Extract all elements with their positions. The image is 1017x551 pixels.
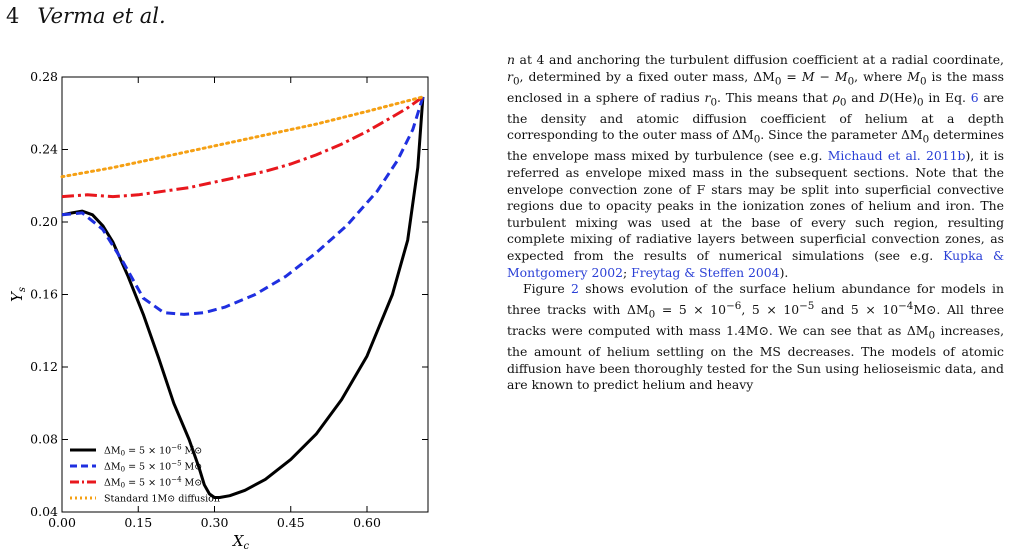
y-axis-label: Ys xyxy=(8,287,28,302)
y-tick-label: 0.16 xyxy=(30,287,58,302)
citation-link-freytag[interactable]: Freytag & Steffen 2004 xyxy=(631,264,780,280)
y-axis-label-sub: s xyxy=(17,287,28,292)
running-header: 4 Verma et al. xyxy=(6,4,166,28)
page-number: 4 xyxy=(6,4,20,28)
y-tick-label: 0.08 xyxy=(30,432,58,447)
series-line-1 xyxy=(61,96,425,499)
citation-link-michaud[interactable]: Michaud et al. 2011b xyxy=(827,148,966,164)
paragraph-2: Figure 2 shows evolution of the surface … xyxy=(507,281,1005,393)
legend-label: ΔM0 = 5 × 10−4 M⊙ xyxy=(104,476,202,490)
series-line-4 xyxy=(60,95,425,179)
x-tick-label: 0.15 xyxy=(124,515,152,530)
x-tick-label: 0.30 xyxy=(201,515,229,530)
series-line-3 xyxy=(61,95,424,199)
citation-link-kupka[interactable]: Kupka & Montgomery 2002 xyxy=(507,247,1005,280)
surface-helium-chart: 0.00 0.15 0.30 0.45 0.60 0.04 0.08 0.12 0.16 0.20… xyxy=(8,69,429,551)
x-axis-label: Xc xyxy=(232,532,250,551)
y-tick-label: 0.20 xyxy=(30,214,58,229)
chart-axes: 0.00 0.15 0.30 0.45 0.60 0.04 0.08 0.12 0.16 0.20… xyxy=(8,69,429,551)
equation-link[interactable]: 6 xyxy=(970,89,979,105)
y-tick-label: 0.04 xyxy=(30,504,58,519)
y-tick-label: 0.28 xyxy=(30,69,58,84)
y-tick-label: 0.12 xyxy=(30,359,58,374)
figure-link[interactable]: 2 xyxy=(571,281,579,297)
x-tick-label: 0.00 xyxy=(48,515,76,530)
legend-label: Standard 1M⊙ diffusion xyxy=(104,494,220,505)
legend-label: ΔM0 = 5 × 10−5 M⊙ xyxy=(104,460,202,474)
body-text-column: n at 4 and anchoring the turbulent diffu… xyxy=(507,52,1004,394)
y-tick-label: 0.24 xyxy=(30,142,58,157)
x-tick-label: 0.60 xyxy=(353,515,381,530)
x-tick-label: 0.45 xyxy=(277,515,305,530)
x-axis-label-sub: c xyxy=(244,541,250,551)
paragraph-1: n at 4 and anchoring the turbulent diffu… xyxy=(507,52,1005,280)
series-line-2 xyxy=(61,96,425,316)
running-head-authors: Verma et al. xyxy=(37,4,166,28)
chart-series-group xyxy=(60,95,425,499)
chart-legend: ΔM0 = 5 × 10−6 M⊙ ΔM0 = 5 × 10−5 M⊙ ΔM0 = … xyxy=(70,444,220,505)
legend-label: ΔM0 = 5 × 10−6 M⊙ xyxy=(104,444,202,458)
